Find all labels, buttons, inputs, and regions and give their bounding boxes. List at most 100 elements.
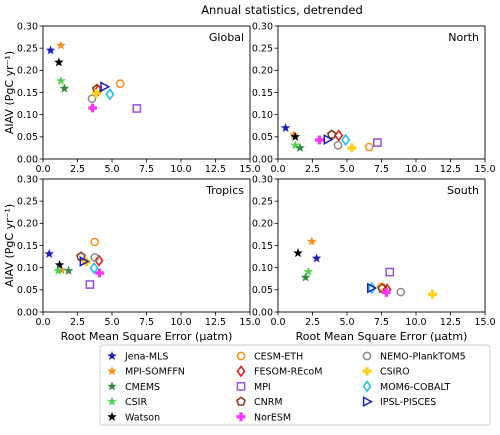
point-csir (56, 75, 66, 86)
point-mpi-somffn (56, 40, 66, 50)
legend-marker (362, 366, 372, 376)
y-tick-label: 0.25 (17, 196, 38, 207)
legend-marker (362, 396, 373, 408)
panel-tropics: 0.0 2.5 5.0 7.5 10.0 12.5 15.0 0.00 0.05 0.10 0.15… (3, 174, 261, 343)
point-jena-mls (280, 122, 291, 133)
y-tick-label: 0.10 (17, 110, 38, 121)
legend-item-nemo-planktom5: NEMO-PlankTOM5 (362, 351, 466, 363)
legend-label: CSIR (125, 397, 147, 408)
x-tick-label: 10.0 (405, 317, 426, 328)
x-tick-label: 7.5 (139, 317, 154, 328)
x-tick-label: 0.0 (35, 164, 50, 175)
point-ipsl-pisces (100, 81, 111, 93)
point-cmems (300, 272, 311, 282)
legend-label: MPI-SOMFFN (125, 367, 185, 378)
legend-frame (99, 344, 491, 426)
x-tick-label: 12.5 (440, 317, 461, 328)
y-tick-label: 0.15 (252, 241, 273, 252)
y-tick-label: 0.00 (252, 307, 273, 318)
y-tick-label: 0.10 (252, 110, 273, 121)
y-tick-label: 0.30 (252, 174, 273, 185)
legend-item-cesm-eth: CESM-ETH (236, 351, 303, 363)
point-watson (54, 57, 64, 67)
x-tick-label: 10.0 (170, 164, 191, 175)
legend-item-fesom-recom: FESOM-REcoM (236, 365, 322, 378)
point-watson (293, 248, 303, 258)
point-cmems (63, 265, 74, 275)
y-tick-label: 0.05 (252, 285, 273, 296)
figure-title: Annual statistics, detrended (201, 3, 363, 17)
y-tick-label: 0.00 (17, 307, 38, 318)
x-tick-label: 5.0 (339, 164, 354, 175)
panel-label: South (447, 184, 479, 197)
legend-item-mpi: MPI (236, 382, 271, 393)
point-nemo-planktom5 (396, 287, 406, 297)
point-cesm-eth (90, 237, 100, 247)
point-watson (290, 131, 301, 141)
point-cnrm (326, 129, 337, 139)
x-tick-label: 5.0 (339, 317, 354, 328)
legend-marker (107, 396, 117, 406)
legend-marker (107, 351, 117, 361)
legend-label: MPI (254, 382, 271, 393)
x-tick-label: 7.5 (139, 164, 154, 175)
x-tick-label: 15.0 (239, 317, 260, 328)
point-watson (54, 260, 65, 270)
legend-marker (107, 366, 117, 376)
legend-item-csir: CSIR (107, 396, 147, 408)
legend-label: IPSL-PISCES (380, 397, 436, 408)
panel-south: 0.0 2.5 5.0 7.5 10.0 12.5 15.0 0.00 0.05 0.10 0.15… (252, 174, 496, 343)
x-tick-label: 12.5 (440, 164, 461, 175)
legend-item-noresm: NorESM (236, 412, 291, 423)
legend-marker (236, 412, 246, 422)
point-noresm (315, 135, 324, 145)
y-tick-label: 0.30 (17, 174, 38, 185)
point-noresm (381, 288, 391, 297)
x-tick-label: 0.0 (270, 164, 285, 175)
x-tick-label: 5.0 (104, 164, 119, 175)
legend-item-ipsl-pisces: IPSL-PISCES (362, 396, 436, 408)
point-csiro (347, 143, 357, 153)
legend-marker (362, 380, 372, 393)
point-mpi (373, 138, 382, 147)
y-tick-label: 0.20 (252, 66, 273, 77)
x-tick-label: 2.5 (70, 317, 85, 328)
legend-marker (236, 382, 246, 391)
legend-label: FESOM-REcoM (254, 367, 322, 378)
legend-marker (107, 381, 117, 391)
plot-frame (42, 25, 251, 160)
legend-marker (362, 351, 372, 361)
x-tick-label: 10.0 (405, 164, 426, 175)
point-fesom-recom (94, 254, 104, 267)
point-noresm (95, 268, 104, 278)
y-tick-label: 0.30 (252, 21, 273, 32)
x-tick-label: 2.5 (70, 164, 85, 175)
x-tick-label: 2.5 (305, 317, 320, 328)
y-tick-label: 0.15 (17, 241, 38, 252)
point-mom6-cobalt (341, 133, 351, 147)
legend-label: CSIRO (380, 367, 410, 378)
y-axis-label: AIAV (PgC yr⁻¹) (3, 51, 16, 134)
legend-marker (236, 351, 246, 361)
point-mpi (85, 280, 95, 289)
legend-item-cmems: CMEMS (107, 381, 160, 393)
legend-item-mom6-cobalt: MOM6-COBALT (362, 380, 450, 393)
point-csiro (91, 88, 101, 98)
x-tick-label: 0.0 (270, 317, 285, 328)
x-axis-label: Root Mean Square Error (μatm) (61, 330, 233, 343)
y-tick-label: 0.10 (17, 263, 38, 274)
legend-label: NEMO-PlankTOM5 (380, 352, 466, 363)
legend-item-cnrm: CNRM (236, 396, 283, 408)
point-mom6-cobalt (89, 261, 99, 275)
y-tick-label: 0.25 (252, 196, 273, 207)
x-tick-label: 12.5 (205, 317, 226, 328)
point-cesm-eth (115, 79, 125, 88)
y-tick-label: 0.05 (17, 132, 38, 143)
point-ipsl-pisces (323, 134, 334, 145)
legend-marker (107, 411, 117, 421)
legend-item-csiro: CSIRO (362, 366, 410, 378)
x-axis-label: Root Mean Square Error (μatm) (296, 330, 468, 343)
point-csiro (428, 289, 437, 299)
point-fesom-recom (334, 129, 344, 142)
y-tick-label: 0.20 (17, 66, 38, 77)
